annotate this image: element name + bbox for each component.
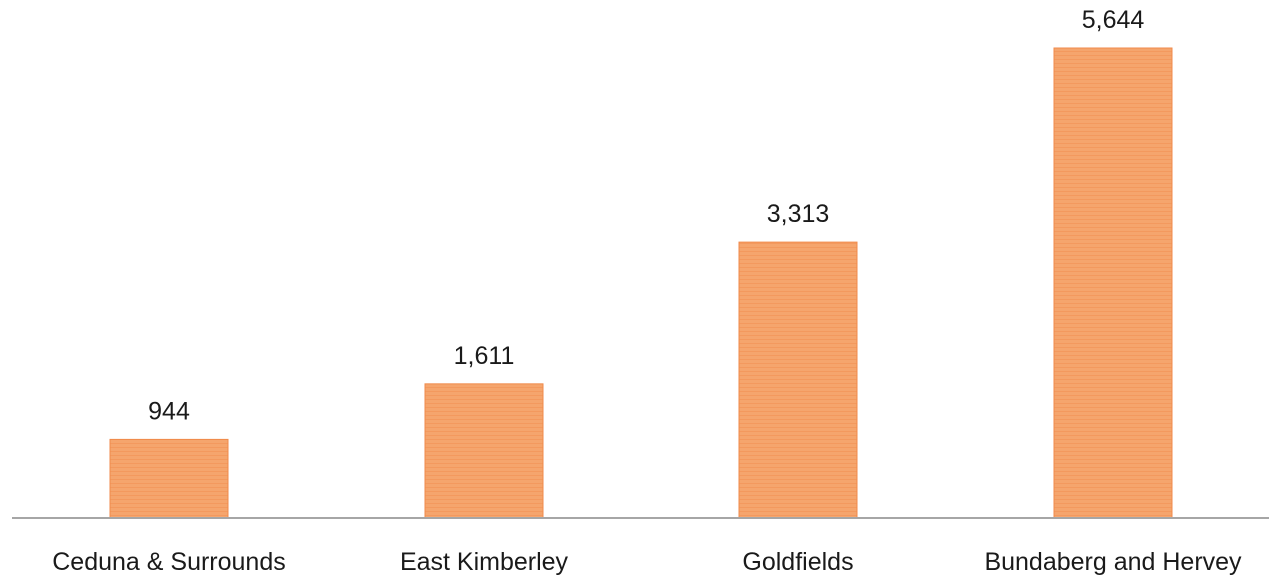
category-labels-group: Ceduna & Surrounds East Kimberley Goldfiel… <box>52 548 1242 576</box>
bars-group <box>109 47 1173 519</box>
data-label-0: 944 <box>148 397 190 425</box>
category-label-1: East Kimberley <box>400 548 569 576</box>
bar-0 <box>109 438 229 519</box>
bar-3 <box>1053 47 1173 519</box>
bar-2 <box>738 241 858 519</box>
data-label-2: 3,313 <box>767 200 830 228</box>
data-label-1: 1,611 <box>454 342 515 370</box>
category-label-3: Bundaberg and Hervey <box>984 548 1242 576</box>
bar-1 <box>424 383 544 519</box>
category-label-2: Goldfields <box>742 548 853 576</box>
category-label-0: Ceduna & Surrounds <box>52 548 285 576</box>
data-labels-group: 944 1,611 3,313 5,644 <box>148 6 1144 425</box>
data-label-3: 5,644 <box>1082 6 1145 34</box>
